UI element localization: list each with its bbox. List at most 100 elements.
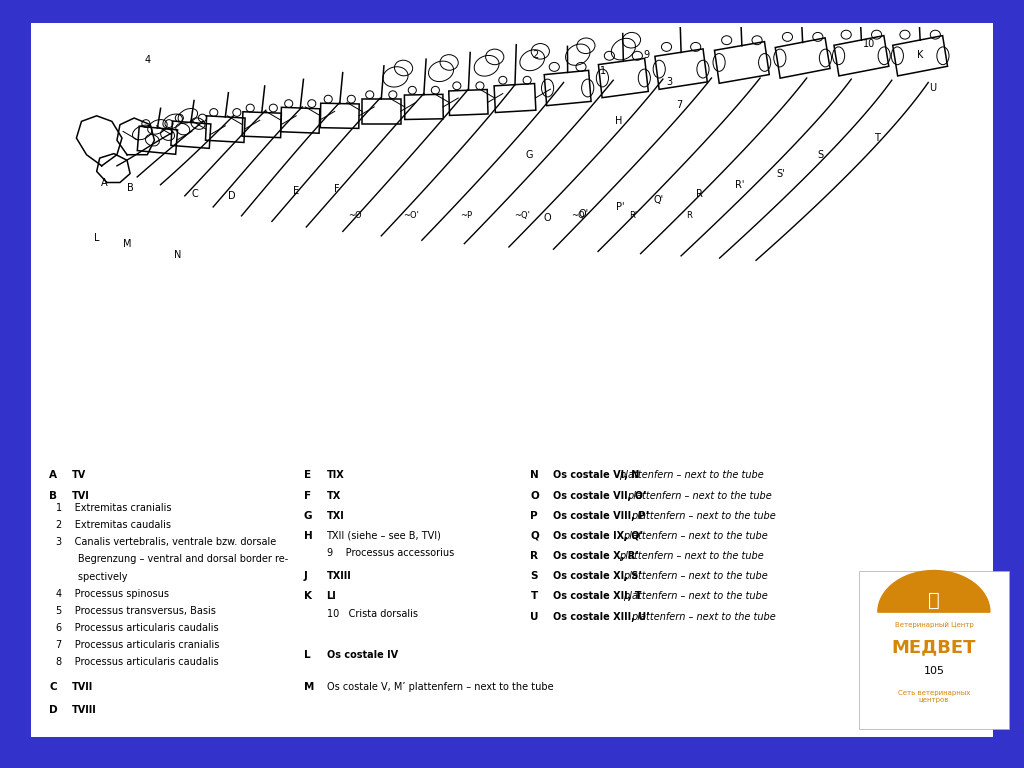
Text: N: N <box>174 250 181 260</box>
Text: O': O' <box>579 209 589 219</box>
Text: TVII: TVII <box>72 682 93 692</box>
Text: H: H <box>304 531 312 541</box>
Text: plattenfern – next to the tube: plattenfern – next to the tube <box>631 611 775 621</box>
Text: 5    Processus transversus, Basis: 5 Processus transversus, Basis <box>55 606 215 616</box>
Text: C: C <box>191 189 199 199</box>
Text: TV: TV <box>72 470 86 480</box>
Text: S': S' <box>776 169 784 179</box>
Text: L: L <box>304 650 310 660</box>
Text: Os costale IX, Q’: Os costale IX, Q’ <box>553 531 647 541</box>
Text: 9    Processus accessorius: 9 Processus accessorius <box>327 548 454 558</box>
Text: 8    Processus articularis caudalis: 8 Processus articularis caudalis <box>55 657 218 667</box>
Text: Os costale IV: Os costale IV <box>327 650 397 660</box>
Text: Os costale V, M’ plattenfern – next to the tube: Os costale V, M’ plattenfern – next to t… <box>327 682 553 692</box>
Text: spectively: spectively <box>55 571 127 581</box>
Text: Begrenzung – ventral and dorsal border re-: Begrenzung – ventral and dorsal border r… <box>55 554 288 564</box>
Text: Os costale VII, O’: Os costale VII, O’ <box>553 491 650 501</box>
Text: 2: 2 <box>532 50 539 60</box>
Text: F: F <box>304 491 311 501</box>
Text: R: R <box>686 211 692 220</box>
Text: 6    Processus articularis caudalis: 6 Processus articularis caudalis <box>55 623 218 633</box>
Text: 🐕: 🐕 <box>928 591 940 610</box>
Text: 4    Processus spinosus: 4 Processus spinosus <box>55 588 169 599</box>
Text: M: M <box>304 682 314 692</box>
Text: plattenfern – next to the tube: plattenfern – next to the tube <box>620 551 764 561</box>
Text: Os costale XI, S’: Os costale XI, S’ <box>553 571 645 581</box>
Text: E: E <box>293 187 299 197</box>
Text: МЕДВЕТ: МЕДВЕТ <box>892 637 976 656</box>
Text: plattenfern – next to the tube: plattenfern – next to the tube <box>623 591 768 601</box>
Text: R: R <box>530 551 539 561</box>
Text: K: K <box>916 50 924 60</box>
Text: plattenfern – next to the tube: plattenfern – next to the tube <box>623 571 768 581</box>
Text: Сеть ветеринарных
центров: Сеть ветеринарных центров <box>898 690 970 703</box>
Text: Ветеринарный Центр: Ветеринарный Центр <box>895 621 973 627</box>
Text: 4: 4 <box>144 55 151 65</box>
Text: ~P: ~P <box>461 211 472 220</box>
Text: plattenfern – next to the tube: plattenfern – next to the tube <box>623 531 768 541</box>
Text: TXII (siehe – see B, TVI): TXII (siehe – see B, TVI) <box>327 531 441 541</box>
Text: T: T <box>530 591 538 601</box>
Text: plattenfern – next to the tube: plattenfern – next to the tube <box>631 511 775 521</box>
Text: Q': Q' <box>653 195 664 205</box>
Text: B: B <box>127 183 133 193</box>
Text: TXI: TXI <box>327 511 344 521</box>
Text: K: K <box>304 591 312 601</box>
Text: TVIII: TVIII <box>72 705 96 715</box>
Text: A: A <box>49 470 57 480</box>
Text: O: O <box>530 491 539 501</box>
Text: TX: TX <box>327 491 341 501</box>
Text: D: D <box>49 705 57 715</box>
Text: TVI: TVI <box>72 491 89 501</box>
Text: 7    Processus articularis cranialis: 7 Processus articularis cranialis <box>55 640 219 650</box>
FancyBboxPatch shape <box>859 571 1009 730</box>
Text: LI: LI <box>327 591 336 601</box>
Text: P': P' <box>616 202 625 212</box>
Text: 7: 7 <box>676 100 682 110</box>
Text: 2    Extremitas caudalis: 2 Extremitas caudalis <box>55 520 171 530</box>
Text: R': R' <box>630 211 638 220</box>
Text: Os costale XIII, U’: Os costale XIII, U’ <box>553 611 653 621</box>
Text: J: J <box>304 571 308 581</box>
Text: Os costale VIII, P’: Os costale VIII, P’ <box>553 511 652 521</box>
Text: TIX: TIX <box>327 470 344 480</box>
Text: H: H <box>614 117 622 127</box>
Text: R': R' <box>735 180 744 190</box>
Text: O: O <box>544 213 551 223</box>
FancyBboxPatch shape <box>31 23 993 737</box>
Text: TXIII: TXIII <box>327 571 351 581</box>
Text: S: S <box>818 150 824 160</box>
Text: 10   Crista dorsalis: 10 Crista dorsalis <box>327 608 418 618</box>
Text: Os costale X, R’: Os costale X, R’ <box>553 551 642 561</box>
Text: ~O: ~O <box>348 211 361 220</box>
Text: 105: 105 <box>924 666 944 676</box>
Text: D: D <box>227 190 236 201</box>
Text: plattenfern – next to the tube: plattenfern – next to the tube <box>627 491 771 501</box>
Text: 3    Canalis vertebralis, ventrale bzw. dorsale: 3 Canalis vertebralis, ventrale bzw. dor… <box>55 538 275 548</box>
Text: 3: 3 <box>666 78 672 88</box>
Text: ~O': ~O' <box>402 211 419 220</box>
Text: plattenfern – next to the tube: plattenfern – next to the tube <box>620 470 764 480</box>
Text: P: P <box>530 511 538 521</box>
Text: 1: 1 <box>600 66 606 76</box>
Text: F: F <box>334 184 340 194</box>
Text: M: M <box>123 239 131 249</box>
Text: Os costale VI, N: Os costale VI, N <box>553 470 643 480</box>
Text: C: C <box>49 682 56 692</box>
Text: Os costale XII, T: Os costale XII, T <box>553 591 645 601</box>
Text: L: L <box>94 233 99 243</box>
Text: 10: 10 <box>863 38 876 48</box>
Text: B: B <box>49 491 57 501</box>
Text: S: S <box>530 571 538 581</box>
Text: E: E <box>304 470 311 480</box>
Text: U: U <box>530 611 539 621</box>
Text: U: U <box>929 83 936 93</box>
Text: 9: 9 <box>644 50 649 60</box>
Text: G: G <box>525 150 532 160</box>
Text: ~Q': ~Q' <box>514 211 530 220</box>
Text: T: T <box>873 133 880 143</box>
Text: G: G <box>304 511 312 521</box>
Text: Q: Q <box>530 531 539 541</box>
Text: ~Q: ~Q <box>571 211 585 220</box>
Text: 1    Extremitas cranialis: 1 Extremitas cranialis <box>55 503 171 513</box>
